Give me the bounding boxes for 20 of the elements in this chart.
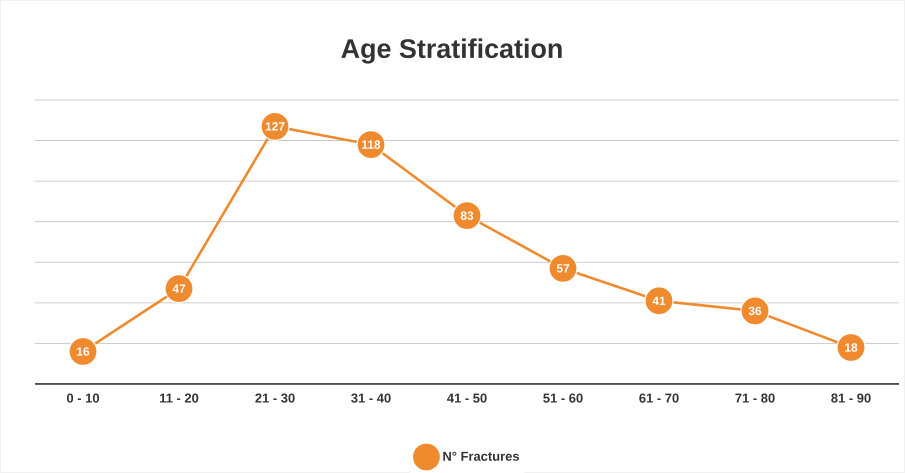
data-label: 118: [362, 140, 380, 149]
x-tick-label: 81 - 90: [831, 394, 871, 403]
data-label: 18: [845, 343, 858, 352]
x-tick-label: 61 - 70: [639, 394, 679, 403]
data-label: 83: [460, 211, 474, 220]
data-label: 41: [652, 296, 666, 305]
x-tick-label: 21 - 30: [255, 394, 295, 403]
x-tick-label: 31 - 40: [351, 394, 391, 403]
data-label: 47: [172, 284, 186, 293]
legend-label: N° Fractures: [443, 452, 520, 461]
data-label: 36: [748, 306, 762, 316]
x-tick-label: 71 - 80: [735, 394, 775, 403]
x-tick-label: 0 - 10: [66, 394, 100, 403]
data-label: 127: [266, 122, 284, 131]
chart-title: Age Stratification: [341, 38, 562, 64]
data-label: 57: [556, 264, 570, 273]
x-tick-label: 51 - 60: [543, 394, 583, 403]
x-tick-label: 11 - 20: [160, 394, 198, 403]
x-tick-label: 41 - 50: [447, 394, 487, 403]
data-label: 16: [77, 347, 90, 356]
